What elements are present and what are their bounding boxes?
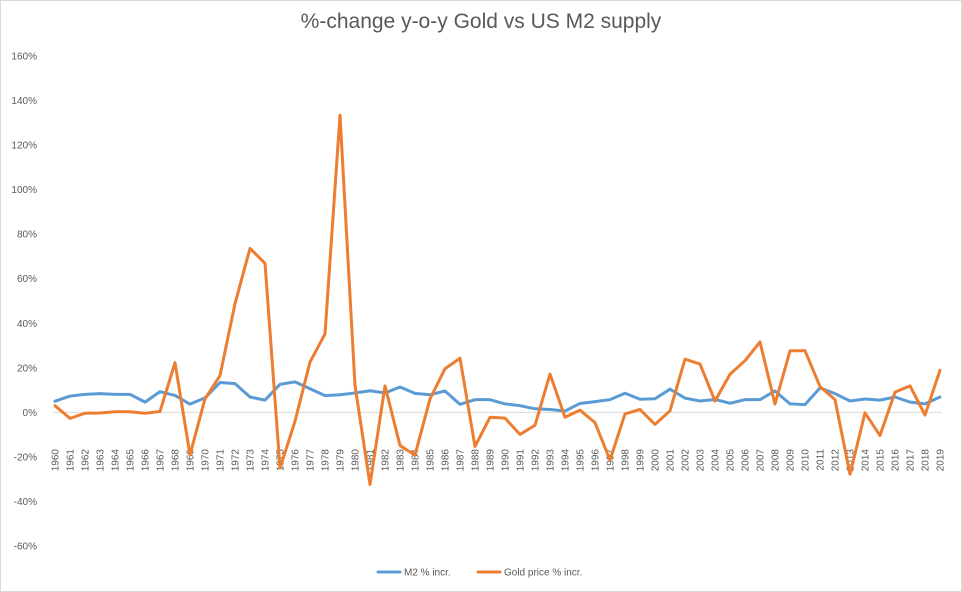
x-tick-label: 2013 <box>846 449 857 472</box>
x-tick-label: 2012 <box>831 449 842 472</box>
y-tick-label: 0% <box>23 408 38 419</box>
x-tick-label: 2009 <box>786 449 797 472</box>
x-tick-label: 2008 <box>771 449 782 472</box>
legend-label: M2 % incr. <box>404 568 451 579</box>
x-tick-label: 1974 <box>261 449 272 472</box>
x-tick-label: 1981 <box>366 449 377 472</box>
x-tick-label: 1995 <box>576 449 587 472</box>
x-tick-label: 1971 <box>216 449 227 472</box>
x-tick-label: 1979 <box>336 449 347 472</box>
y-axis: -60% -40% -20% 0% 20% 40% 60% 80% 100% 120% 140% 16… <box>11 52 37 553</box>
x-tick-label: 1964 <box>111 449 122 472</box>
y-tick-label: 40% <box>17 319 37 330</box>
x-tick-label: 1996 <box>591 449 602 472</box>
x-tick-label: 2017 <box>906 449 917 472</box>
x-tick-label: 1992 <box>531 449 542 472</box>
x-tick-label: 1993 <box>546 449 557 472</box>
x-tick-label: 2007 <box>756 449 767 472</box>
y-tick-label: 140% <box>11 96 37 107</box>
y-tick-label: 100% <box>11 185 37 196</box>
y-tick-label: -20% <box>14 452 37 463</box>
x-tick-label: 2011 <box>816 449 827 471</box>
x-tick-label: 2006 <box>741 449 752 472</box>
x-tick-label: 1989 <box>486 449 497 472</box>
series-line-gold <box>53 113 942 487</box>
x-tick-label: 1975 <box>276 449 287 472</box>
y-tick-label: -60% <box>14 542 37 553</box>
series-layer <box>53 113 942 487</box>
x-tick-label: 2016 <box>891 449 902 472</box>
x-tick-label: 1985 <box>426 449 437 472</box>
x-tick-label: 1978 <box>321 449 332 472</box>
x-axis: 1960 1961 1962 1963 1964 1965 1966 1967 1968 1969… <box>51 411 947 472</box>
x-tick-label: 1984 <box>411 449 422 472</box>
x-tick-label: 1983 <box>396 449 407 472</box>
x-tick-label: 2010 <box>801 449 812 472</box>
y-tick-label: 60% <box>17 274 37 285</box>
x-tick-label: 1986 <box>441 449 452 472</box>
x-tick-label: 2001 <box>666 449 677 472</box>
series-line-m2 <box>53 380 942 413</box>
y-tick-label: 20% <box>17 363 37 374</box>
x-tick-label: 2018 <box>921 449 932 472</box>
legend-label: Gold price % incr. <box>504 568 582 579</box>
x-tick-label: 1965 <box>126 449 137 472</box>
x-tick-label: 1966 <box>141 449 152 472</box>
x-tick-label: 2019 <box>936 449 947 472</box>
x-tick-label: 1976 <box>291 449 302 472</box>
x-tick-label: 1990 <box>501 449 512 472</box>
x-tick-label: 1960 <box>51 449 62 472</box>
y-tick-label: 120% <box>11 141 37 152</box>
x-tick-label: 1962 <box>81 449 92 472</box>
x-tick-label: 2015 <box>876 449 887 472</box>
x-tick-label: 1969 <box>186 449 197 472</box>
chart-title: %-change y-o-y Gold vs US M2 supply <box>300 10 662 33</box>
x-tick-label: 1977 <box>306 449 317 472</box>
y-tick-label: -40% <box>14 497 37 508</box>
x-tick-label: 2005 <box>726 449 737 472</box>
x-tick-label: 2003 <box>696 449 707 472</box>
x-tick-label: 1994 <box>561 449 572 472</box>
y-tick-label: 80% <box>17 230 37 241</box>
x-tick-label: 2000 <box>651 449 662 472</box>
x-tick-label: 1980 <box>351 449 362 472</box>
x-tick-label: 1988 <box>471 449 482 472</box>
x-tick-label: 1970 <box>201 449 212 472</box>
x-tick-label: 1961 <box>66 449 77 472</box>
x-tick-label: 2014 <box>861 449 872 472</box>
x-tick-label: 1967 <box>156 449 167 472</box>
legend: M2 % incr. Gold price % incr. <box>376 568 582 579</box>
x-tick-label: 1973 <box>246 449 257 472</box>
x-tick-label: 1963 <box>96 449 107 472</box>
y-tick-label: 160% <box>11 52 37 63</box>
x-tick-label: 1972 <box>231 449 242 472</box>
x-tick-label: 1991 <box>516 449 527 472</box>
x-tick-label: 2004 <box>711 449 722 472</box>
x-tick-label: 2002 <box>681 449 692 472</box>
x-tick-label: 1968 <box>171 449 182 472</box>
x-tick-label: 1987 <box>456 449 467 472</box>
x-tick-label: 1998 <box>621 449 632 472</box>
x-tick-label: 1999 <box>636 449 647 472</box>
x-tick-label: 1982 <box>381 449 392 472</box>
